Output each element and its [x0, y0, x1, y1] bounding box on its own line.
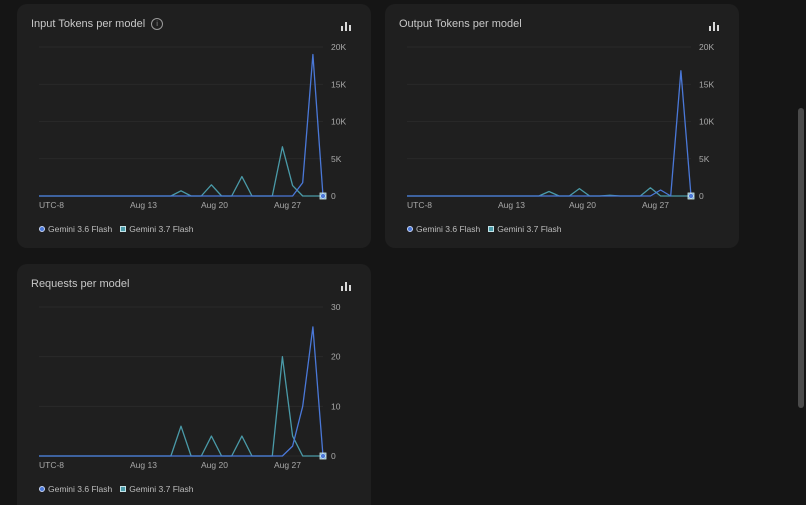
input-tokens-card: Input Tokens per model i 0 5K 10K 15K 20K UTC…	[17, 4, 371, 248]
chart-legend: Gemini 3.6 Flash Gemini 3.7 Flash	[407, 224, 562, 234]
card-title: Requests per model	[31, 278, 129, 290]
y-tick-label: 0	[699, 191, 704, 201]
y-tick-label: 10K	[699, 117, 714, 127]
legend-item-gemini-3-7[interactable]: Gemini 3.7 Flash	[120, 224, 194, 234]
series-end-marker-gemini-3-6[interactable]	[320, 193, 326, 199]
y-tick-label: 15K	[699, 79, 714, 89]
legend-circle-swatch	[39, 226, 45, 232]
y-tick-label: 20K	[331, 42, 346, 52]
bar-chart-icon[interactable]	[339, 19, 353, 33]
requests-chart: 0 10 20 30 UTC-8 Aug 13 Aug 20 Aug 27	[39, 302, 341, 470]
y-tick-label: 15K	[331, 79, 346, 89]
requests-card: Requests per model 0 10 20 30 UTC-8 Aug 13 Aug…	[17, 264, 371, 505]
legend-circle-swatch	[407, 226, 413, 232]
series-line-gemini-3-7[interactable]	[39, 146, 323, 197]
card-title: Input Tokens per model i	[31, 18, 164, 30]
y-tick-label: 20	[331, 352, 341, 362]
y-tick-label: 5K	[699, 154, 710, 164]
y-tick-label: 0	[331, 451, 336, 461]
legend-item-gemini-3-7[interactable]: Gemini 3.7 Flash	[488, 224, 562, 234]
y-tick-label: 10K	[331, 117, 346, 127]
legend-square-swatch	[120, 226, 127, 232]
x-tick-label: Aug 20	[569, 200, 596, 210]
y-tick-label: 20K	[699, 42, 714, 52]
bar-chart-icon[interactable]	[707, 19, 721, 33]
x-tick-label: Aug 27	[274, 200, 301, 210]
x-tick-label: Aug 27	[274, 460, 301, 470]
info-circle-icon[interactable]: i	[151, 18, 164, 30]
series-line-gemini-3-6[interactable]	[39, 326, 324, 457]
x-tick-label: UTC-8	[39, 460, 64, 470]
bar-chart-icon[interactable]	[339, 279, 353, 293]
y-tick-label: 5K	[331, 154, 342, 164]
chart-legend: Gemini 3.6 Flash Gemini 3.7 Flash	[39, 484, 194, 494]
output-tokens-card: Output Tokens per model 0 5K 10K 15K 20K UTC-…	[385, 4, 739, 248]
chart-legend: Gemini 3.6 Flash Gemini 3.7 Flash	[39, 224, 194, 234]
legend-label: Gemini 3.7 Flash	[497, 224, 562, 234]
legend-item-gemini-3-7[interactable]: Gemini 3.7 Flash	[120, 484, 194, 494]
y-tick-label: 0	[331, 191, 336, 201]
legend-label: Gemini 3.6 Flash	[416, 224, 481, 234]
series-line-gemini-3-6[interactable]	[39, 53, 324, 197]
legend-label: Gemini 3.7 Flash	[129, 484, 194, 494]
series-line-gemini-3-7[interactable]	[39, 356, 323, 457]
card-title-text: Output Tokens per model	[399, 18, 522, 30]
series-line-gemini-3-7[interactable]	[407, 187, 691, 197]
x-tick-label: Aug 20	[201, 200, 228, 210]
y-tick-label: 30	[331, 302, 341, 312]
x-tick-label: UTC-8	[407, 200, 432, 210]
legend-item-gemini-3-6[interactable]: Gemini 3.6 Flash	[39, 484, 112, 494]
series-end-marker-gemini-3-6[interactable]	[320, 453, 326, 459]
legend-circle-swatch	[39, 486, 45, 492]
legend-label: Gemini 3.7 Flash	[129, 224, 194, 234]
legend-square-swatch	[120, 486, 127, 492]
card-title-text: Input Tokens per model	[31, 18, 146, 30]
x-tick-label: Aug 13	[498, 200, 525, 210]
legend-square-swatch	[488, 226, 495, 232]
y-tick-label: 10	[331, 401, 341, 411]
x-tick-label: Aug 13	[130, 200, 157, 210]
card-title: Output Tokens per model	[399, 18, 522, 30]
output-tokens-chart: 0 5K 10K 15K 20K UTC-8 Aug 13 Aug 20 Aug 27	[407, 42, 714, 210]
legend-item-gemini-3-6[interactable]: Gemini 3.6 Flash	[407, 224, 480, 234]
x-tick-label: Aug 20	[201, 460, 228, 470]
legend-item-gemini-3-6[interactable]: Gemini 3.6 Flash	[39, 224, 112, 234]
x-tick-label: UTC-8	[39, 200, 64, 210]
input-tokens-chart: 0 5K 10K 15K 20K UTC-8 Aug 13 Aug 20 Aug 27	[39, 42, 346, 210]
legend-label: Gemini 3.6 Flash	[48, 484, 113, 494]
page-scrollbar[interactable]	[798, 108, 804, 408]
card-title-text: Requests per model	[31, 278, 130, 290]
x-tick-label: Aug 27	[642, 200, 669, 210]
series-line-gemini-3-6[interactable]	[407, 70, 692, 197]
series-end-marker-gemini-3-6[interactable]	[688, 193, 694, 199]
legend-label: Gemini 3.6 Flash	[48, 224, 113, 234]
x-tick-label: Aug 13	[130, 460, 157, 470]
